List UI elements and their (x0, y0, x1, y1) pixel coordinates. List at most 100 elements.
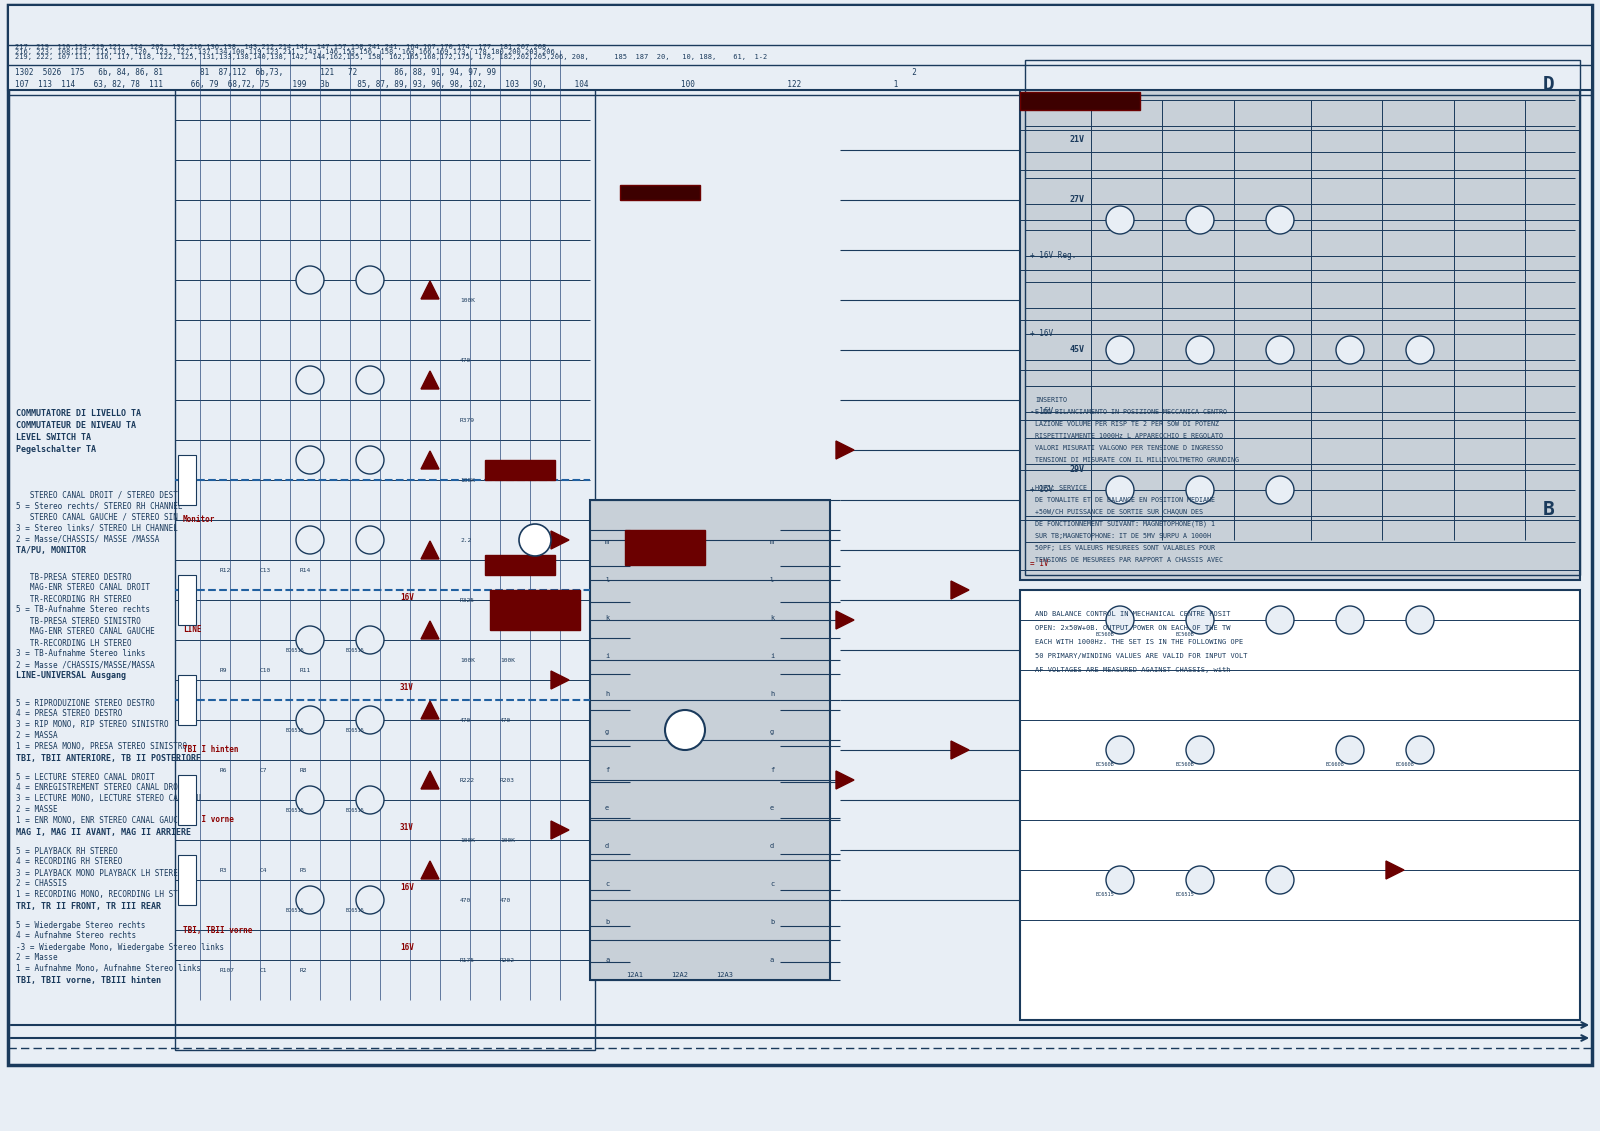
Circle shape (355, 706, 384, 734)
Bar (1021, 50, 1581, 580)
Text: R379: R379 (461, 417, 475, 423)
Circle shape (1186, 606, 1214, 634)
Circle shape (1186, 206, 1214, 234)
Text: STEREO CANAL GAUCHE / STEREO SIN: STEREO CANAL GAUCHE / STEREO SIN (16, 512, 178, 521)
Text: 3 = Stereo links/ STEREO LH CHANNEL: 3 = Stereo links/ STEREO LH CHANNEL (16, 524, 178, 533)
Text: HOP5: SERVICE: HOP5: SERVICE (1035, 485, 1086, 491)
Text: R11: R11 (301, 667, 312, 673)
Circle shape (1106, 336, 1134, 364)
Circle shape (355, 886, 384, 914)
Text: c: c (770, 881, 774, 887)
Polygon shape (421, 701, 438, 719)
Text: LINE-UNIVERSAL Ausgang: LINE-UNIVERSAL Ausgang (16, 672, 126, 681)
Text: + 16V: + 16V (1030, 329, 1053, 338)
Text: 5 = LECTURE STEREO CANAL DROIT: 5 = LECTURE STEREO CANAL DROIT (16, 772, 155, 782)
Bar (590, 500, 830, 979)
Text: 2 = Masse: 2 = Masse (16, 953, 58, 962)
Text: STEREO CANAL DROIT / STEREO DESTRO: STEREO CANAL DROIT / STEREO DESTRO (16, 491, 187, 500)
Text: TBI, TBII vorne, TBIII hinten: TBI, TBII vorne, TBIII hinten (16, 976, 162, 984)
Text: 5 = Stereo rechts/ STEREO RH CHANNEL: 5 = Stereo rechts/ STEREO RH CHANNEL (16, 501, 182, 510)
Polygon shape (421, 451, 438, 469)
Circle shape (1266, 476, 1294, 504)
Text: TB-PRESA STEREO DESTRO: TB-PRESA STEREO DESTRO (16, 572, 131, 581)
Text: BC6515: BC6515 (346, 808, 365, 812)
Text: 1 = RECORDING MONO, RECORDING LH STEREO: 1 = RECORDING MONO, RECORDING LH STEREO (16, 890, 197, 899)
Circle shape (1406, 606, 1434, 634)
Text: INSERITO: INSERITO (1035, 397, 1067, 403)
Text: BC6515: BC6515 (1096, 892, 1114, 898)
Text: 31V: 31V (400, 823, 414, 832)
Text: c: c (605, 881, 610, 887)
Text: BC560B: BC560B (1176, 632, 1194, 638)
Text: f: f (605, 767, 610, 772)
Text: LEVEL SWITCH TA: LEVEL SWITCH TA (16, 433, 91, 442)
Text: 50 PRIMARY/WINDING VALUES ARE VALID FOR INPUT VOLT: 50 PRIMARY/WINDING VALUES ARE VALID FOR … (1035, 653, 1248, 659)
Circle shape (296, 366, 323, 394)
Text: m: m (770, 539, 774, 545)
Text: g: g (605, 729, 610, 735)
Text: R9: R9 (221, 667, 227, 673)
Circle shape (1106, 866, 1134, 893)
Text: 5 = RIPRODUZIONE STEREO DESTRO: 5 = RIPRODUZIONE STEREO DESTRO (16, 699, 155, 708)
Text: - 16V: - 16V (1030, 407, 1053, 416)
Text: BC6515: BC6515 (346, 648, 365, 653)
Text: A: A (680, 723, 690, 737)
Text: f: f (770, 767, 774, 772)
Polygon shape (835, 441, 854, 459)
Text: 16V: 16V (400, 943, 414, 952)
Text: 1 = Aufnahme Mono, Aufnahme Stereo links: 1 = Aufnahme Mono, Aufnahme Stereo links (16, 965, 202, 974)
Bar (8, 5, 1592, 90)
Circle shape (1186, 866, 1214, 893)
Polygon shape (421, 861, 438, 879)
Text: 4 = PRESA STEREO DESTRO: 4 = PRESA STEREO DESTRO (16, 709, 122, 718)
Text: D: D (1544, 75, 1555, 94)
Bar (490, 590, 579, 630)
Text: 470: 470 (461, 357, 472, 363)
Text: R8: R8 (301, 768, 307, 772)
Text: 2 = Masse/CHASSIS/ MASSE /MASSA: 2 = Masse/CHASSIS/ MASSE /MASSA (16, 535, 160, 544)
Text: R325: R325 (461, 597, 475, 603)
Text: 1 = PRESA MONO, PRESA STEREO SINISTRO: 1 = PRESA MONO, PRESA STEREO SINISTRO (16, 742, 187, 751)
Text: MAG-ENR STEREO CANAL DROIT: MAG-ENR STEREO CANAL DROIT (16, 584, 150, 593)
Text: VALORI MISURATI VALGONO PER TENSIONE D INGRESSO: VALORI MISURATI VALGONO PER TENSIONE D I… (1035, 444, 1222, 451)
Text: k: k (770, 615, 774, 621)
Text: TBI, TBII vorne: TBI, TBII vorne (182, 925, 253, 934)
Circle shape (296, 526, 323, 554)
Bar (1021, 92, 1139, 110)
Text: COMMUTATEUR DE NIVEAU TA: COMMUTATEUR DE NIVEAU TA (16, 422, 136, 431)
Text: 3 = PLAYBACK MONO PLAYBACK LH STEREO: 3 = PLAYBACK MONO PLAYBACK LH STEREO (16, 869, 182, 878)
Text: C4: C4 (259, 867, 267, 872)
Text: h: h (605, 691, 610, 697)
Text: 12A1: 12A1 (627, 972, 643, 978)
Circle shape (1336, 606, 1363, 634)
Circle shape (1336, 336, 1363, 364)
Text: OPEN: 2x50W+0B. OUTPUT POWER ON EACH OF THE TW: OPEN: 2x50W+0B. OUTPUT POWER ON EACH OF … (1035, 625, 1230, 631)
Text: Monitor: Monitor (182, 516, 216, 525)
Text: 12A2: 12A2 (672, 972, 688, 978)
Text: R14: R14 (301, 568, 312, 572)
Text: TR-RECORDING LH STEREO: TR-RECORDING LH STEREO (16, 639, 131, 648)
Text: BC6608: BC6608 (1326, 762, 1344, 768)
Bar (485, 555, 555, 575)
Text: 4 = ENREGISTREMENT STEREO CANAL DROIT: 4 = ENREGISTREMENT STEREO CANAL DROIT (16, 784, 187, 793)
Text: LINE: LINE (182, 625, 202, 634)
Text: BC560B: BC560B (1176, 762, 1194, 768)
Text: Pegelschalter TA: Pegelschalter TA (16, 446, 96, 455)
Text: 4 = RECORDING RH STEREO: 4 = RECORDING RH STEREO (16, 857, 122, 866)
Text: R3: R3 (221, 867, 227, 872)
Text: C10: C10 (259, 667, 272, 673)
Text: R5: R5 (301, 867, 307, 872)
Text: BC560B: BC560B (1096, 632, 1114, 638)
Text: 216, 223, 108,112, 115,119, 120, 123, 127, 137,134,100,119,123,211, 143, 146,153: 216, 223, 108,112, 115,119, 120, 123, 12… (14, 49, 558, 55)
Text: 2 = CHASSIS: 2 = CHASSIS (16, 880, 67, 889)
Bar (178, 675, 195, 725)
Text: DE FONCTIONNEMENT SUIVANT: MAGNETOPHONE(TB) 1: DE FONCTIONNEMENT SUIVANT: MAGNETOPHONE(… (1035, 520, 1214, 527)
Text: e: e (605, 805, 610, 811)
Text: l: l (770, 577, 774, 582)
Text: a: a (605, 957, 610, 962)
Polygon shape (421, 771, 438, 789)
Polygon shape (421, 280, 438, 299)
Text: TBI I hinten: TBI I hinten (182, 745, 238, 754)
Circle shape (1266, 866, 1294, 893)
Text: MAG-ENR STEREO CANAL GAUCHE: MAG-ENR STEREO CANAL GAUCHE (16, 628, 155, 637)
